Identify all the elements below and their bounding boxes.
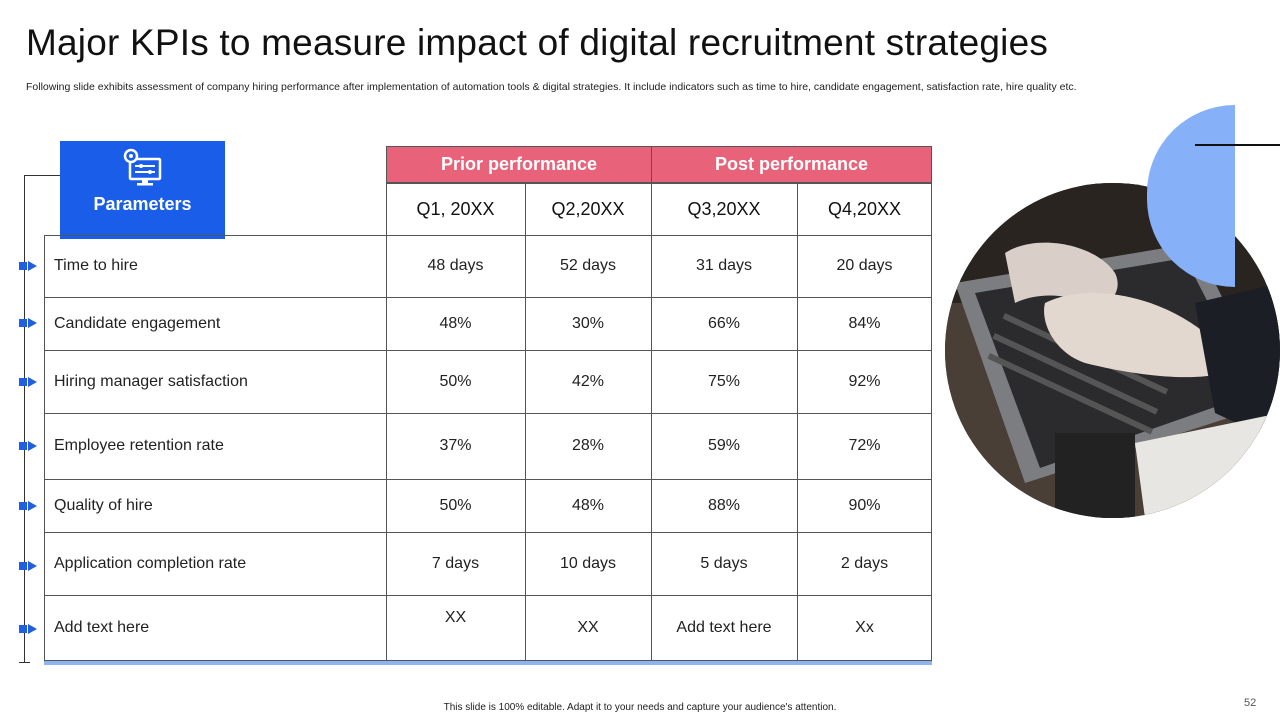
table-cell: 28%: [571, 437, 605, 454]
table-cell: 72%: [848, 437, 881, 454]
settings-monitor-icon: [123, 148, 162, 186]
row-label: Quality of hire: [54, 496, 153, 514]
quarter-header: Q2,20XX: [551, 198, 625, 219]
table-cell: 30%: [571, 314, 605, 332]
page-subtitle: Following slide exhibits assessment of c…: [26, 81, 1077, 93]
table-cell: 59%: [707, 437, 741, 454]
row-label: Application completion rate: [54, 554, 247, 572]
quarter-header: Q3,20XX: [687, 198, 761, 219]
table-cell: 75%: [707, 372, 741, 390]
table-cell: 5 days: [700, 554, 748, 572]
table-grid-line: [525, 183, 526, 660]
table-cell: 66%: [707, 314, 741, 332]
table-grid-line: [44, 660, 932, 661]
page-title: Major KPIs to measure impact of digital …: [26, 22, 1049, 63]
table-grid-line: [931, 146, 932, 660]
table-cell: 90%: [848, 496, 881, 514]
footer-note: This slide is 100% editable. Adapt it to…: [443, 702, 837, 713]
row-label: Employee retention rate: [54, 437, 224, 454]
timeline-connector: [24, 175, 60, 176]
table-grid-line: [44, 235, 45, 660]
table-cell: XX: [577, 618, 599, 636]
table-bottom-accent: [44, 661, 932, 665]
page-number: 52: [1244, 697, 1257, 709]
table-cell: 52 days: [559, 257, 617, 274]
table-cell: 42%: [571, 372, 605, 390]
row-label: Candidate engagement: [54, 314, 221, 332]
table-grid-line: [651, 146, 652, 660]
timeline-marker-icon: [19, 501, 39, 511]
prior-performance-header: Prior performance: [386, 146, 652, 183]
table-cell: XX: [444, 609, 467, 626]
timeline-marker-icon: [19, 377, 39, 387]
row-label: Add text here: [54, 618, 150, 636]
table-cell: 84%: [848, 314, 881, 332]
table-grid-line: [44, 235, 932, 236]
table-cell: Add text here: [676, 618, 772, 636]
table-grid-line: [44, 413, 932, 414]
table-cell: 31 days: [695, 257, 753, 274]
table-grid-line: [44, 595, 932, 596]
table-cell: Xx: [855, 618, 874, 636]
quarter-header: Q4,20XX: [827, 198, 902, 219]
decorative-line: [1195, 144, 1280, 146]
timeline-marker-icon: [19, 561, 39, 571]
quarter-header: Q1, 20XX: [416, 198, 495, 219]
table-cell: 50%: [439, 372, 472, 390]
timeline-marker-icon: [19, 624, 39, 634]
timeline-marker-icon: [19, 441, 39, 451]
table-grid-line: [44, 297, 932, 298]
timeline-line: [24, 175, 25, 663]
post-performance-header: Post performance: [651, 146, 932, 183]
table-grid-line: [44, 479, 932, 480]
parameters-label: Parameters: [93, 194, 192, 214]
table-grid-line: [44, 350, 932, 351]
table-cell: 10 days: [559, 554, 617, 572]
row-label: Time to hire: [54, 257, 138, 274]
table-cell: 92%: [848, 372, 881, 390]
parameters-header: Parameters: [60, 141, 225, 239]
timeline-marker-icon: [19, 318, 39, 328]
table-cell: 88%: [707, 496, 741, 514]
timeline-end: [19, 662, 30, 663]
table-cell: 7 days: [431, 554, 480, 572]
table-grid-line: [386, 183, 932, 184]
table-cell: 37%: [439, 437, 472, 454]
timeline-marker-icon: [19, 261, 39, 271]
table-cell: 48 days: [427, 257, 484, 274]
table-grid-line: [386, 146, 387, 660]
table-cell: 20 days: [836, 257, 893, 274]
table-cell: 48%: [439, 314, 472, 332]
table-grid-line: [797, 183, 798, 660]
table-cell: 50%: [439, 496, 472, 514]
table-cell: 48%: [571, 496, 605, 514]
table-cell: 2 days: [840, 554, 889, 572]
row-label: Hiring manager satisfaction: [54, 372, 248, 390]
table-grid-line: [44, 532, 932, 533]
